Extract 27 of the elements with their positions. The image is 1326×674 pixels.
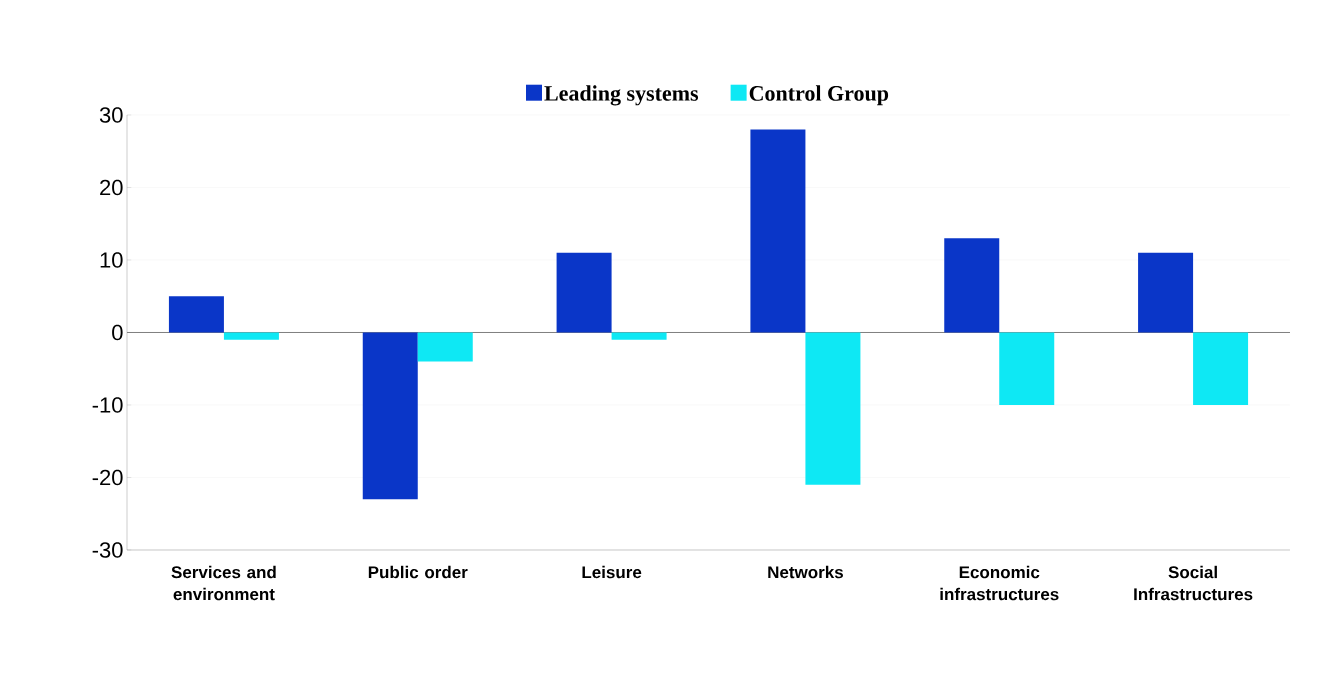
y-tick-label: 10	[100, 252, 123, 268]
bar	[750, 129, 806, 333]
bar	[944, 238, 1000, 333]
bar	[362, 332, 418, 500]
bar	[417, 332, 473, 362]
bar	[805, 332, 861, 485]
x-tick-label: Networks	[768, 565, 843, 579]
x-tick-label: Public order	[368, 565, 468, 579]
y-tick-label: -10	[92, 397, 123, 413]
bar	[999, 332, 1055, 405]
legend-label: Leading systems	[544, 85, 699, 106]
x-tick-label: Economic infrastructures	[940, 565, 1059, 601]
bar	[1138, 252, 1194, 333]
bar	[611, 332, 667, 340]
y-tick-label: -20	[92, 469, 123, 486]
x-tick-label: Services and environment	[171, 565, 276, 601]
y-tick-label: 0	[112, 324, 123, 341]
bar	[223, 332, 279, 340]
x-tick-label: Leisure	[582, 565, 642, 579]
y-tick-label: -30	[92, 542, 123, 558]
x-tick-label: Social Infrastructures	[1134, 565, 1253, 601]
bar	[556, 252, 612, 333]
bar	[1193, 332, 1249, 405]
bar	[168, 296, 224, 333]
y-tick-label: 20	[100, 179, 123, 196]
y-tick-label: 30	[99, 107, 123, 123]
legend-label: Control Group	[749, 85, 889, 106]
